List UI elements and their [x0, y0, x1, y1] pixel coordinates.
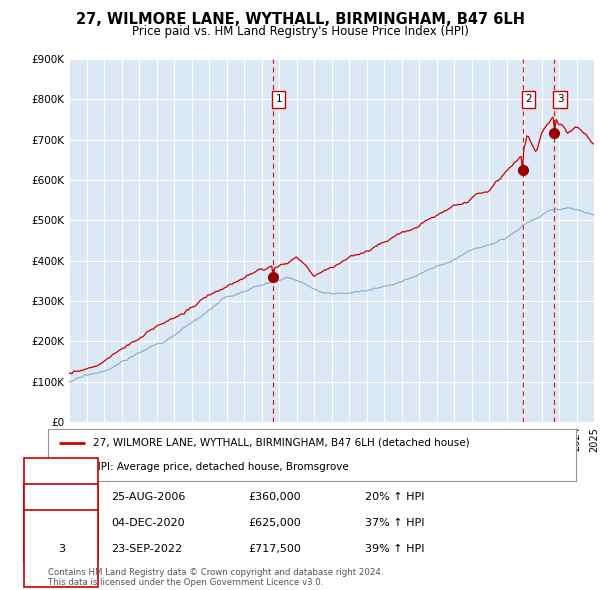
Text: 04-DEC-2020: 04-DEC-2020 — [112, 518, 185, 527]
Text: 2: 2 — [525, 94, 532, 104]
Text: 1: 1 — [58, 491, 65, 502]
Text: 37% ↑ HPI: 37% ↑ HPI — [365, 518, 424, 527]
Text: £717,500: £717,500 — [248, 544, 302, 554]
Text: 27, WILMORE LANE, WYTHALL, BIRMINGHAM, B47 6LH (detached house): 27, WILMORE LANE, WYTHALL, BIRMINGHAM, B… — [93, 438, 470, 448]
Text: HPI: Average price, detached house, Bromsgrove: HPI: Average price, detached house, Brom… — [93, 462, 349, 472]
Text: 25-AUG-2006: 25-AUG-2006 — [112, 491, 186, 502]
Text: 20% ↑ HPI: 20% ↑ HPI — [365, 491, 424, 502]
Text: 3: 3 — [58, 544, 65, 554]
Text: 39% ↑ HPI: 39% ↑ HPI — [365, 544, 424, 554]
Text: 27, WILMORE LANE, WYTHALL, BIRMINGHAM, B47 6LH: 27, WILMORE LANE, WYTHALL, BIRMINGHAM, B… — [76, 12, 524, 27]
Text: 1: 1 — [275, 94, 282, 104]
Text: Price paid vs. HM Land Registry's House Price Index (HPI): Price paid vs. HM Land Registry's House … — [131, 25, 469, 38]
Text: 3: 3 — [557, 94, 563, 104]
Text: 2: 2 — [58, 518, 65, 527]
Text: 23-SEP-2022: 23-SEP-2022 — [112, 544, 182, 554]
Text: Contains HM Land Registry data © Crown copyright and database right 2024.
This d: Contains HM Land Registry data © Crown c… — [48, 568, 383, 587]
Text: £625,000: £625,000 — [248, 518, 301, 527]
Text: £360,000: £360,000 — [248, 491, 301, 502]
